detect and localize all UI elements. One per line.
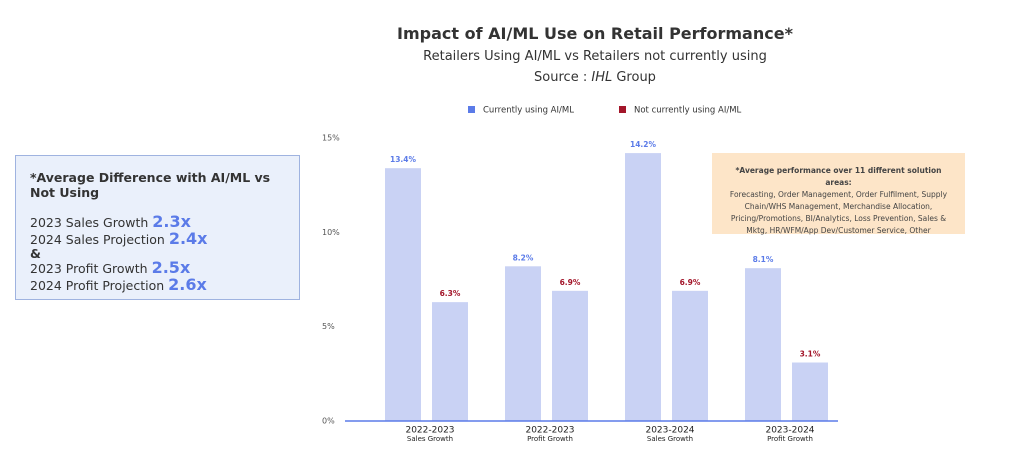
- source: Source : IHL Group: [320, 70, 870, 85]
- x-tick-sublabel: Profit Growth: [767, 435, 813, 443]
- bar: [432, 302, 468, 421]
- x-tick-label: 2023-2024: [765, 426, 814, 436]
- chart-subtitle: Retailers Using AI/ML vs Retailers not c…: [423, 49, 767, 64]
- bar: [745, 268, 781, 421]
- item-value: 2.6x: [168, 275, 207, 294]
- bar: [792, 362, 828, 421]
- item-label: 2023 Profit Growth: [30, 261, 148, 276]
- x-tick-sublabel: Sales Growth: [407, 435, 453, 443]
- bar: [385, 168, 421, 421]
- value-label: 6.3%: [440, 289, 461, 298]
- item-label: 2024 Sales Projection: [30, 232, 165, 247]
- chart-title: Impact of AI/ML Use on Retail Performanc…: [397, 24, 793, 43]
- y-tick-label: 0%: [322, 417, 335, 426]
- x-tick-label: 2022-2023: [405, 426, 454, 436]
- legend-label: Currently using AI/ML: [483, 106, 574, 116]
- bar: [672, 290, 708, 421]
- legend-swatch: [468, 106, 475, 113]
- legend-label: Not currently using AI/ML: [634, 106, 742, 116]
- summary-box: *Average Difference with AI/ML vs Not Us…: [15, 155, 300, 300]
- value-label: 14.2%: [630, 140, 657, 149]
- item-label: 2024 Profit Projection: [30, 278, 165, 293]
- item-value: 2.5x: [151, 258, 191, 277]
- bar: [625, 153, 661, 422]
- item-value: 2.4x: [168, 229, 208, 248]
- value-label: 3.1%: [800, 350, 821, 359]
- note-text: Forecasting, Order Management, Order Ful…: [729, 190, 948, 235]
- x-tick-label: 2023-2024: [645, 426, 694, 436]
- value-label: 8.1%: [753, 255, 774, 264]
- source-prefix: Source :: [534, 70, 588, 85]
- summary-item: 2023 Sales Growth 2.3x: [30, 214, 285, 231]
- summary-title: *Average Difference with AI/ML vs Not Us…: [30, 170, 271, 200]
- bar: [552, 290, 588, 421]
- note-title: *Average performance over 11 different s…: [735, 166, 942, 187]
- y-tick-label: 15%: [322, 134, 340, 143]
- note-box: *Average performance over 11 different s…: [712, 153, 965, 235]
- source-suffix: Group: [616, 70, 656, 85]
- y-tick-label: 5%: [322, 322, 335, 331]
- legend-swatch: [619, 106, 626, 113]
- value-label: 6.9%: [680, 278, 701, 287]
- x-tick-sublabel: Profit Growth: [527, 435, 573, 443]
- summary-item: 2024 Sales Projection 2.4x: [30, 231, 285, 248]
- item-label: 2023 Sales Growth: [30, 215, 149, 230]
- value-label: 13.4%: [390, 155, 417, 164]
- x-tick-label: 2022-2023: [525, 426, 574, 436]
- value-label: 8.2%: [513, 253, 534, 262]
- y-tick-label: 10%: [322, 228, 340, 237]
- summary-item: 2024 Profit Projection 2.6x: [30, 277, 285, 294]
- x-tick-sublabel: Sales Growth: [647, 435, 693, 443]
- bar: [505, 266, 541, 421]
- value-label: 6.9%: [560, 278, 581, 287]
- separator: &: [30, 246, 41, 261]
- summary-items: 2023 Sales Growth 2.3x 2024 Sales Project…: [30, 214, 285, 294]
- item-value: 2.3x: [152, 212, 191, 231]
- source-org: IHL: [591, 70, 613, 85]
- summary-item: 2023 Profit Growth 2.5x: [30, 260, 285, 277]
